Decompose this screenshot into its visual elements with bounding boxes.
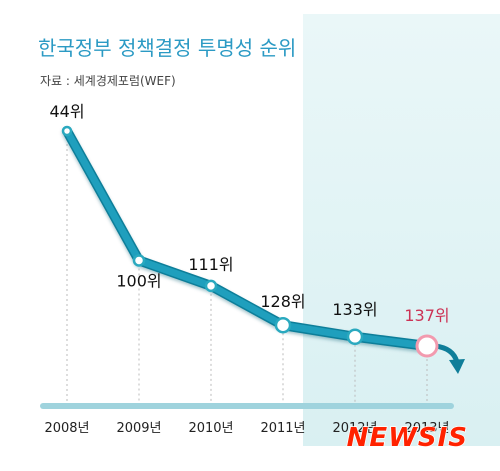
highlight-panel <box>303 14 500 446</box>
newsis-watermark: NEWSIS <box>347 423 468 453</box>
data-label-2009년: 100위 <box>116 271 161 290</box>
data-label-2012년: 133위 <box>332 300 377 319</box>
marker-2008년 <box>61 125 73 137</box>
data-label-2011년: 128위 <box>260 292 305 311</box>
drop-lines <box>66 139 428 403</box>
data-label-2013년: 137위 <box>404 306 449 325</box>
series-line-group <box>62 126 432 351</box>
marker-2009년 <box>132 254 146 267</box>
x-tick-label-2013년: 2013년 <box>404 421 449 436</box>
data-label-2010년: 111위 <box>188 255 233 274</box>
markers-group <box>61 125 439 358</box>
x-axis-bar <box>40 403 454 409</box>
x-tick-label-2011년: 2011년 <box>260 421 305 436</box>
trend-arrow-head <box>449 359 465 374</box>
x-tick-labels-group: 2008년 2009년 2010년 2011년 2012년 2013년 <box>44 421 449 436</box>
data-labels-group: 44위 100위 111위 128위 133위 137위 <box>49 102 449 325</box>
data-label-2008년: 44위 <box>49 102 84 121</box>
marker-2013년 <box>415 334 439 358</box>
chart-title: 한국정부 정책결정 투명성 순위 <box>38 36 296 60</box>
series-line <box>63 127 431 350</box>
x-tick-label-2008년: 2008년 <box>44 421 89 436</box>
marker-2010년 <box>204 279 218 293</box>
x-tick-label-2010년: 2010년 <box>188 421 233 436</box>
x-tick-label-2012년: 2012년 <box>332 421 377 436</box>
x-tick-label-2009년: 2009년 <box>116 421 161 436</box>
source-note: 자료 : 세계경제포럼(WEF) <box>40 74 176 88</box>
marker-2011년 <box>274 316 292 334</box>
marker-2012년 <box>346 328 364 346</box>
